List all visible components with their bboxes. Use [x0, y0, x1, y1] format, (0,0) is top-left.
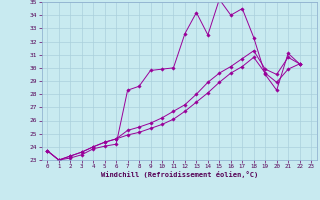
X-axis label: Windchill (Refroidissement éolien,°C): Windchill (Refroidissement éolien,°C) — [100, 171, 258, 178]
